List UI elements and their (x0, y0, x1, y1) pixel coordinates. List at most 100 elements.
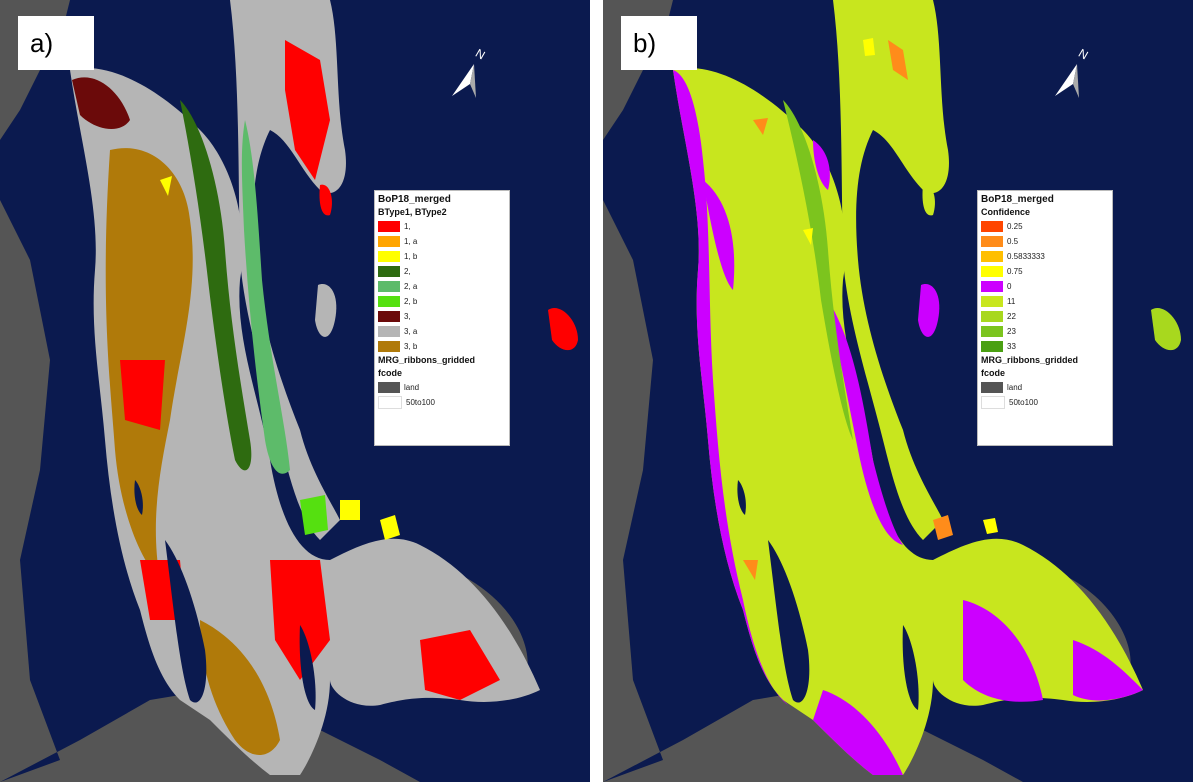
lagoon (768, 540, 810, 703)
legend-item: 0.75 (981, 264, 1109, 279)
green-strip (783, 100, 853, 440)
legend-item-label: land (404, 383, 420, 392)
north-arrow-icon: N (1055, 46, 1091, 98)
legend-item: 1, b (378, 249, 506, 264)
lagoon-2 (299, 625, 316, 710)
brown-zone-south (200, 620, 280, 755)
legend-swatch (378, 296, 400, 307)
legend-layer2-title: MRG_ribbons_gridded (981, 355, 1079, 365)
legend-swatch (378, 251, 400, 262)
legend-swatch (981, 311, 1003, 322)
legend-item: 2, (378, 264, 506, 279)
panel-label-b: b) (621, 16, 697, 70)
legend-swatch (981, 221, 1003, 232)
legend-swatch (981, 341, 1003, 352)
lagoon-2 (902, 625, 919, 710)
legend-swatch (981, 236, 1003, 247)
legend-item: land (981, 380, 1109, 395)
red-patch-3 (270, 560, 330, 680)
legend-item: 2, b (378, 294, 506, 309)
lagoon-3 (737, 480, 746, 515)
legend-item-label: 33 (1007, 342, 1016, 351)
legend-swatch (981, 266, 1003, 277)
legend-swatch (981, 382, 1003, 393)
legend-item-label: land (1007, 383, 1023, 392)
green-strip (180, 100, 252, 471)
legend-item-label: 0.5833333 (1007, 252, 1045, 261)
purple-zone-3 (828, 300, 903, 545)
red-patch-2 (120, 360, 165, 430)
legend-title: BoP18_merged (378, 194, 451, 205)
legend-classes: 1, 1, a 1, b 2, 2, a 2, b 3, 3, a 3, b (378, 219, 506, 354)
legend-item: 3, (378, 309, 506, 324)
legend-item: 0.5 (981, 234, 1109, 249)
legend-swatch (378, 266, 400, 277)
purple-zone-6 (1073, 640, 1143, 701)
legend-item: 33 (981, 339, 1109, 354)
svg-text:N: N (1076, 46, 1091, 62)
legend-item-label: 0.75 (1007, 267, 1023, 276)
purple-zone-2 (813, 140, 830, 190)
legend-item-label: 3, (404, 312, 411, 321)
purple-zone-1 (703, 180, 735, 290)
lagoon-3 (134, 480, 143, 515)
legend-swatch (981, 296, 1003, 307)
legend-item: 11 (981, 294, 1109, 309)
purple-edge-west (673, 70, 788, 705)
legend-classes: 0.25 0.5 0.5833333 0.75 0 11 22 23 33 (981, 219, 1109, 354)
legend-item: 50to100 (378, 395, 506, 410)
legend-item: 50to100 (981, 395, 1109, 410)
legend-swatch (981, 281, 1003, 292)
legend-item-label: 0.5 (1007, 237, 1019, 246)
legend-swatch (981, 396, 1005, 409)
legend-item-label: 1, a (404, 237, 418, 246)
legend-swatch (378, 236, 400, 247)
legend-item: 3, b (378, 339, 506, 354)
legend-item: 1, a (378, 234, 506, 249)
purple-zone-4 (963, 600, 1043, 702)
legend-layer2-title: MRG_ribbons_gridded (378, 355, 476, 365)
legend-swatch (981, 326, 1003, 337)
legend-swatch (981, 251, 1003, 262)
legend-title: BoP18_merged (981, 194, 1054, 205)
legend-a: BoP18_merged BType1, BType2 1, 1, a 1, b 2,… (374, 190, 510, 446)
legend-item-label: 50to100 (406, 398, 435, 407)
panel-label-a: a) (18, 16, 94, 70)
legend-field: BType1, BType2 (378, 207, 447, 217)
legend-item: 3, a (378, 324, 506, 339)
legend-item-label: 2, b (404, 297, 418, 306)
islet-purple (918, 284, 940, 337)
legend-item-label: 0 (1007, 282, 1012, 291)
legend-item: land (378, 380, 506, 395)
legend-item: 0 (981, 279, 1109, 294)
legend-swatch (378, 326, 400, 337)
legend-swatch (378, 311, 400, 322)
east-arm (833, 0, 949, 540)
legend-item-label: 11 (1007, 297, 1016, 306)
legend-layer2-field: fcode (378, 368, 403, 378)
legend-swatch (378, 341, 400, 352)
legend-item-label: 1, (404, 222, 411, 231)
legend-field: Confidence (981, 207, 1031, 217)
legend-item: 1, (378, 219, 506, 234)
legend-item: 0.5833333 (981, 249, 1109, 264)
legend-swatch (378, 281, 400, 292)
legend-item: 22 (981, 309, 1109, 324)
legend-item-label: 3, b (404, 342, 418, 351)
darkred-zone (72, 77, 130, 130)
map-panel-b: b) N BoP18_merged Confidence 0.25 0.5 0.58… (603, 0, 1193, 782)
islet-red (548, 308, 578, 351)
islet-green (1151, 308, 1181, 351)
legend-item: 2, a (378, 279, 506, 294)
legend-item: 0.25 (981, 219, 1109, 234)
legend-item-label: 3, a (404, 327, 418, 336)
islet-grey (315, 284, 337, 337)
legend-item-label: 1, b (404, 252, 418, 261)
legend-swatch (378, 382, 400, 393)
red-patch-1 (285, 40, 330, 180)
lagoon (165, 540, 207, 703)
svg-text:N: N (473, 46, 488, 62)
north-arrow-icon: N (452, 46, 488, 98)
